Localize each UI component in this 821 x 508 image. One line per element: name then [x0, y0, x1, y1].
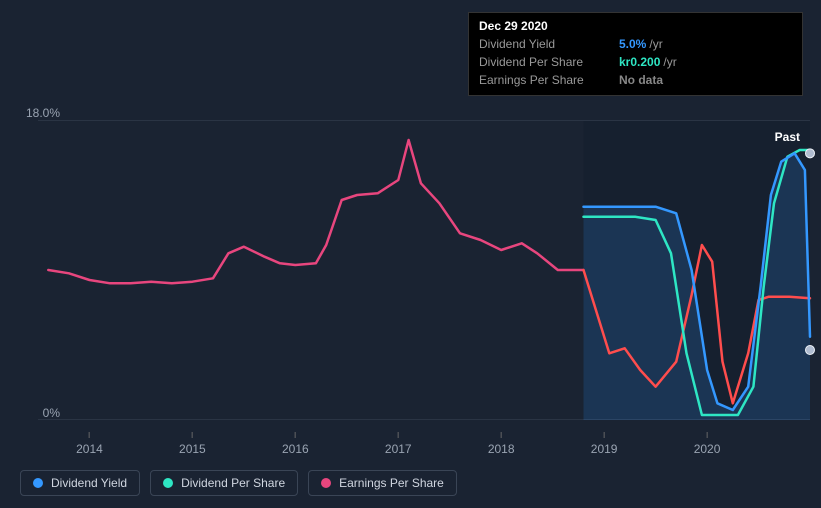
y-axis-max-label: 18.0% [20, 106, 60, 120]
x-tick-label: 2018 [488, 442, 515, 456]
legend-item-dividend-yield[interactable]: Dividend Yield [20, 470, 140, 496]
tooltip-row-label: Earnings Per Share [479, 71, 619, 89]
legend-item-dividend-per-share[interactable]: Dividend Per Share [150, 470, 298, 496]
tooltip-row-value: 5.0%/yr [619, 35, 663, 53]
x-tick-label: 2020 [694, 442, 721, 456]
x-tick-label: 2017 [385, 442, 412, 456]
x-tick: 2020 [694, 432, 721, 456]
tooltip-row-value: kr0.200/yr [619, 53, 677, 71]
chart-legend: Dividend Yield Dividend Per Share Earnings… [20, 470, 457, 496]
tooltip-row-value: No data [619, 71, 663, 89]
tooltip-row-unit: /yr [649, 37, 662, 51]
dividend-chart: 18.0% 0% Past [20, 100, 810, 440]
x-tick: 2018 [488, 432, 515, 456]
past-flag: Past [775, 130, 800, 144]
tooltip-row-label: Dividend Per Share [479, 53, 619, 71]
x-tick: 2015 [179, 432, 206, 456]
tooltip-row: Earnings Per ShareNo data [479, 71, 792, 89]
x-tick-label: 2014 [76, 442, 103, 456]
x-tick-label: 2016 [282, 442, 309, 456]
legend-dot-icon [33, 478, 43, 488]
tooltip-row: Dividend Yield5.0%/yr [479, 35, 792, 53]
plot-area[interactable] [38, 120, 810, 420]
tooltip-date: Dec 29 2020 [479, 19, 792, 33]
x-tick: 2016 [282, 432, 309, 456]
x-tick: 2019 [591, 432, 618, 456]
legend-item-label: Dividend Yield [51, 476, 127, 490]
legend-dot-icon [321, 478, 331, 488]
x-tick: 2014 [76, 432, 103, 456]
series-earnings-per-share [48, 140, 583, 283]
x-tick-label: 2015 [179, 442, 206, 456]
chart-tooltip: Dec 29 2020 Dividend Yield5.0%/yrDividen… [468, 12, 803, 96]
tooltip-row-label: Dividend Yield [479, 35, 619, 53]
tooltip-row-unit: /yr [663, 55, 676, 69]
legend-item-label: Earnings Per Share [339, 476, 444, 490]
x-tick-label: 2019 [591, 442, 618, 456]
tooltip-row: Dividend Per Sharekr0.200/yr [479, 53, 792, 71]
legend-dot-icon [163, 478, 173, 488]
legend-item-earnings-per-share[interactable]: Earnings Per Share [308, 470, 457, 496]
x-tick: 2017 [385, 432, 412, 456]
legend-item-label: Dividend Per Share [181, 476, 285, 490]
